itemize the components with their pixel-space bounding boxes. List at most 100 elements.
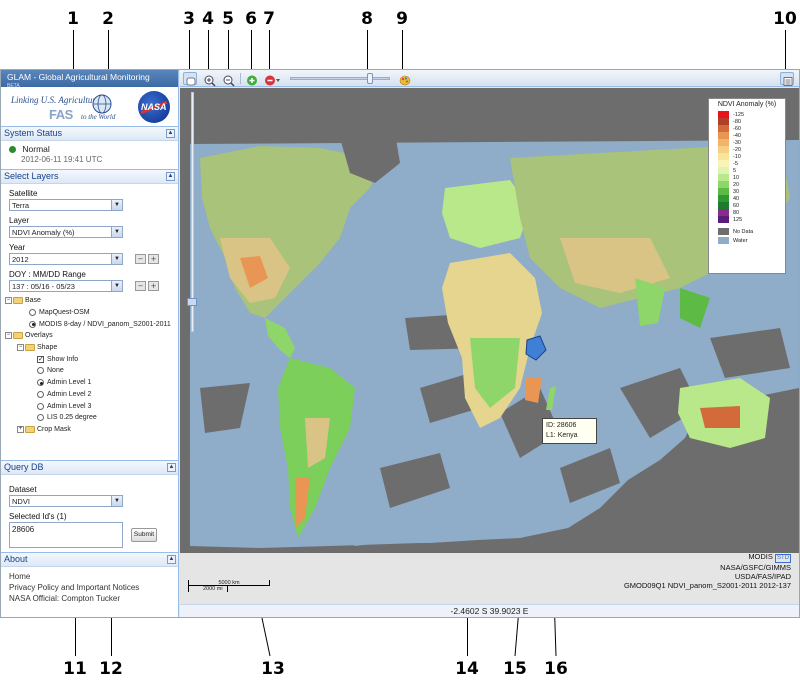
callout-15: 15 (503, 659, 527, 679)
legend-label: -10 (733, 153, 741, 160)
tree-label-crop-mask: Crop Mask (37, 425, 71, 433)
legend-row: 60 (709, 202, 785, 209)
query-db-header[interactable]: Query DB ▲ (1, 460, 178, 475)
folder-icon (13, 297, 23, 305)
radio-admin1[interactable] (37, 379, 44, 387)
radio-modis[interactable] (29, 320, 36, 328)
tree-node-overlays[interactable]: − Overlays (5, 330, 178, 342)
privacy-link[interactable]: Privacy Policy and Important Notices (9, 583, 140, 592)
legend-label: 20 (733, 181, 740, 188)
collapse-toggle-icon[interactable]: − (17, 344, 24, 352)
zoom-in-button[interactable] (203, 72, 217, 87)
year-increment-button[interactable]: + (148, 254, 159, 264)
chevron-down-icon[interactable]: ▼ (111, 254, 122, 264)
chevron-down-icon[interactable]: ▼ (111, 227, 122, 237)
legend-toggle-button[interactable] (780, 72, 794, 86)
chevron-down-icon[interactable]: ▼ (111, 200, 122, 210)
callout-16: 16 (544, 659, 568, 679)
radio-lis[interactable] (37, 414, 44, 422)
opacity-slider[interactable] (290, 73, 390, 84)
modis-label: MODIS (748, 552, 773, 561)
radio-admin3[interactable] (37, 402, 44, 410)
legend-swatch (718, 125, 729, 132)
callout-4: 4 (202, 9, 214, 29)
chevron-down-icon[interactable]: ▼ (111, 496, 122, 506)
layer-value: NDVI Anomaly (%) (12, 228, 75, 237)
opacity-slider-handle[interactable] (367, 73, 373, 84)
leader-line-6 (251, 30, 252, 73)
tree-node-admin3[interactable]: Admin Level 3 (5, 400, 178, 412)
tooltip-id-row: ID: 28606 (546, 421, 593, 431)
year-decrement-button[interactable]: − (135, 254, 146, 264)
tree-node-show-info[interactable]: ✓ Show Info (5, 353, 178, 365)
callout-11: 11 (63, 659, 87, 679)
callout-3: 3 (183, 9, 195, 29)
tree-node-mapquest[interactable]: MapQuest-OSM (5, 307, 178, 319)
add-button[interactable] (245, 72, 259, 86)
system-status-header[interactable]: System Status ▲ (1, 126, 178, 141)
submit-button[interactable]: Submit (131, 528, 157, 542)
pan-button[interactable] (183, 72, 197, 86)
nasa-logo[interactable]: NASA (138, 91, 170, 123)
doy-select[interactable]: 137 : 05/16 - 05/23 ▼ (9, 280, 123, 292)
expand-toggle-icon[interactable]: + (17, 425, 24, 433)
nasa-official-link[interactable]: NASA Official: Compton Tucker (9, 594, 121, 603)
checkbox-show-info[interactable]: ✓ (37, 355, 44, 363)
palette-button[interactable] (398, 72, 412, 86)
tree-node-admin2[interactable]: Admin Level 2 (5, 389, 178, 401)
tree-node-none[interactable]: None (5, 365, 178, 377)
tree-node-crop-mask[interactable]: + Crop Mask (5, 424, 178, 436)
zoom-slider-handle[interactable] (187, 298, 197, 306)
remove-circle-icon (265, 75, 280, 86)
leader-line-10 (785, 30, 786, 73)
tree-node-base[interactable]: − Base (5, 295, 178, 307)
chevron-down-icon[interactable]: ▼ (111, 281, 122, 291)
radio-none[interactable] (37, 367, 44, 375)
year-select[interactable]: 2012 ▼ (9, 253, 123, 265)
legend-row: -20 (709, 146, 785, 153)
radio-mapquest[interactable] (29, 309, 36, 317)
collapse-icon[interactable]: ▲ (166, 129, 175, 138)
attribution-line3: GMOD09Q1 NDVI_panom_S2001-2011 2012-137 (623, 581, 791, 590)
map-canvas[interactable]: NDVI Anomaly (%) -125 -80 -60 -40 -30 -20 -10-… (180, 88, 799, 604)
legend-swatch (718, 209, 729, 216)
collapse-icon[interactable]: ▲ (167, 555, 176, 564)
dataset-label: Dataset (9, 485, 37, 494)
leader-line-5 (228, 30, 229, 73)
tree-label-shape: Shape (37, 344, 58, 352)
tree-node-admin1[interactable]: Admin Level 1 (5, 377, 178, 389)
tree-node-modis[interactable]: MODIS 8-day / NDVI_panom_S2001-2011 (5, 318, 178, 330)
callout-6: 6 (245, 9, 257, 29)
doy-increment-button[interactable]: + (148, 281, 159, 291)
tree-node-lis[interactable]: LIS 0.25 degree (5, 412, 178, 424)
tree-label-show-info: Show Info (47, 355, 79, 363)
layer-select[interactable]: NDVI Anomaly (%) ▼ (9, 226, 123, 238)
about-header[interactable]: About ▲ (1, 552, 178, 567)
world-map[interactable] (180, 88, 799, 604)
zoom-out-button[interactable] (222, 72, 236, 87)
callout-9: 9 (396, 9, 408, 29)
tree-node-shape[interactable]: − Shape (5, 342, 178, 354)
radio-admin2[interactable] (37, 390, 44, 398)
folder-icon (25, 344, 35, 352)
legend-swatch (718, 237, 729, 244)
remove-button[interactable] (263, 72, 281, 86)
zoom-slider[interactable] (191, 92, 194, 332)
collapse-icon[interactable]: ▲ (167, 463, 176, 472)
home-link[interactable]: Home (9, 572, 31, 581)
app-title-bar: GLAM - Global Agricultural Monitoring BE… (1, 70, 178, 89)
legend-row: -30 (709, 139, 785, 146)
collapse-toggle-icon[interactable]: − (5, 332, 12, 340)
year-value: 2012 (12, 255, 29, 264)
satellite-select[interactable]: Terra ▼ (9, 199, 123, 211)
doy-decrement-button[interactable]: − (135, 281, 146, 291)
list-icon (783, 77, 793, 86)
dataset-select[interactable]: NDVI ▼ (9, 495, 123, 507)
select-layers-header[interactable]: Select Layers ▲ (1, 169, 178, 184)
select-layers-title: Select Layers (4, 171, 59, 181)
collapse-icon[interactable]: ▲ (166, 172, 175, 181)
callout-13: 13 (261, 659, 285, 679)
collapse-toggle-icon[interactable]: − (5, 297, 12, 305)
legend-row: -40 (709, 132, 785, 139)
selected-ids-textarea[interactable]: 28606 (9, 522, 123, 548)
